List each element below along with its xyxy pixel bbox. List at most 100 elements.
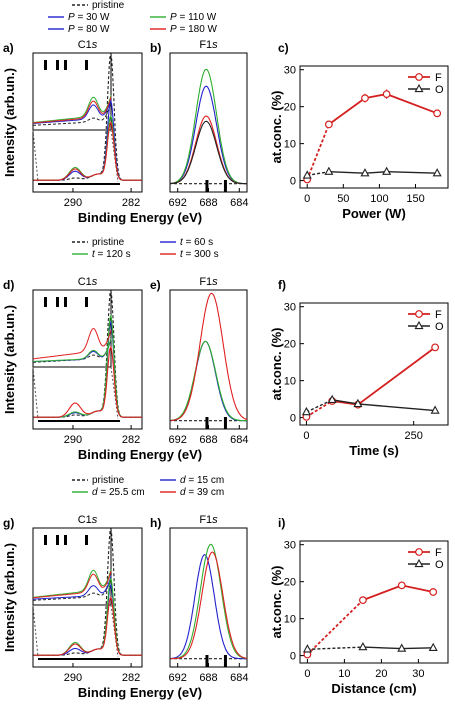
peak-marker <box>56 60 59 70</box>
inset-connector <box>110 604 119 658</box>
x-axis-label: Binding Energy (eV) <box>78 685 202 700</box>
panel-letter: f) <box>278 278 286 292</box>
tick-label: 688 <box>199 434 217 446</box>
tick-label: 290 <box>64 434 82 446</box>
peak-marker <box>64 535 67 545</box>
series-line <box>386 93 438 115</box>
legend-label: pristine <box>92 0 125 11</box>
spectrum-line <box>33 115 142 181</box>
inset-connector <box>32 366 39 420</box>
inset-spectrum-line <box>33 576 112 601</box>
series-line <box>306 124 330 180</box>
legend-label: F <box>435 309 442 321</box>
tick-label: 20 <box>284 102 296 114</box>
tick-label: 10 <box>338 668 350 680</box>
peak-marker <box>56 297 59 307</box>
inset-spectrum-line <box>33 338 112 363</box>
inset-spectrum-line <box>32 575 112 600</box>
spectrum-line <box>170 85 248 185</box>
tick-label: 50 <box>337 193 349 205</box>
figure-row-2: pristine t = 60 s t = 120 s t = 300 s d) C1s 2… <box>2 237 248 462</box>
tick-label: 684 <box>230 672 248 684</box>
series-line <box>332 399 359 405</box>
legend-marker <box>415 548 423 556</box>
tick-label: 0 <box>290 651 296 663</box>
data-point <box>359 596 367 605</box>
tick-label: 290 <box>64 672 82 684</box>
legend-marker <box>415 73 423 81</box>
peak-marker <box>56 535 59 545</box>
legend-label: d = 39 cm <box>180 487 224 498</box>
legend-label: d = 25.5 cm <box>92 487 145 498</box>
x-axis-label: Power (W) <box>342 206 406 221</box>
data-point <box>397 581 406 590</box>
series-line <box>386 171 438 174</box>
legend-label: pristine <box>92 237 125 248</box>
series-line <box>328 97 366 126</box>
spectrum-line <box>170 543 247 660</box>
data-point <box>358 641 368 651</box>
y-axis-label: at.conc. (%) <box>269 91 284 164</box>
tick-label: 282 <box>122 434 140 446</box>
tick-label: 10 <box>284 376 296 388</box>
peak-marker <box>223 417 227 429</box>
tick-label: 10 <box>284 614 296 626</box>
data-point <box>302 644 312 653</box>
x-axis-label: Time (s) <box>349 443 399 458</box>
spectrum-line <box>170 551 248 660</box>
panel-letter: e) <box>150 278 161 292</box>
legend-label: d = 15 cm <box>180 475 224 486</box>
series-line <box>362 584 403 601</box>
series-line <box>305 400 333 418</box>
tick-label: 692 <box>169 434 187 446</box>
series-line <box>306 399 333 413</box>
series-line <box>357 403 436 412</box>
peak-marker <box>44 297 47 307</box>
tick-label: 282 <box>122 197 140 209</box>
y-axis-label: at.conc. (%) <box>269 566 284 639</box>
peak-marker <box>205 180 209 192</box>
panel-title: F1s <box>199 39 218 51</box>
data-point <box>353 398 363 408</box>
series-line <box>328 171 366 174</box>
panel-title: C1s <box>78 514 98 526</box>
data-point <box>432 168 442 177</box>
legend-label: pristine <box>92 475 125 486</box>
legend-marker <box>414 558 424 568</box>
data-point <box>324 166 334 175</box>
inset-connector <box>32 129 39 183</box>
legend-label: P = 180 W <box>170 24 218 35</box>
data-point <box>433 109 442 118</box>
legend-label: P = 80 W <box>68 24 110 35</box>
legend-label: O <box>435 559 444 571</box>
conc-panel-2: f) 0 10 20 30 0 250 at.conc. (%) Time (s) FO <box>269 278 449 458</box>
spectrum-line <box>33 53 142 181</box>
peak-marker <box>85 297 88 307</box>
spectrum-line <box>170 120 247 185</box>
figure-row-3: pristine d = 15 cm d = 25.5 cm d = 39 cm g) C… <box>2 475 248 700</box>
panel-letter: a) <box>3 41 14 55</box>
data-point <box>397 643 407 652</box>
spectrum-line <box>170 292 248 422</box>
legend: pristine d = 15 cm d = 25.5 cm d = 39 cm <box>72 475 224 498</box>
panel-letter: c) <box>278 41 289 55</box>
plot-frame <box>299 540 449 664</box>
tick-label: 692 <box>169 672 187 684</box>
data-point <box>361 94 369 103</box>
y-axis-label: Intensity (arb.un.) <box>2 305 17 414</box>
x-axis-label: Binding Energy (eV) <box>78 447 202 462</box>
inset-frame <box>32 289 112 368</box>
series-line <box>362 646 402 650</box>
legend-label: t = 60 s <box>180 237 213 248</box>
data-point <box>382 166 392 175</box>
tick-label: 688 <box>199 672 217 684</box>
data-point <box>382 90 391 98</box>
plot-frame <box>32 289 143 430</box>
tick-label: 0 <box>290 413 296 425</box>
plot-frame <box>169 527 248 668</box>
panel-title: F1s <box>199 514 218 526</box>
data-point <box>430 405 440 414</box>
data-point <box>429 588 438 596</box>
